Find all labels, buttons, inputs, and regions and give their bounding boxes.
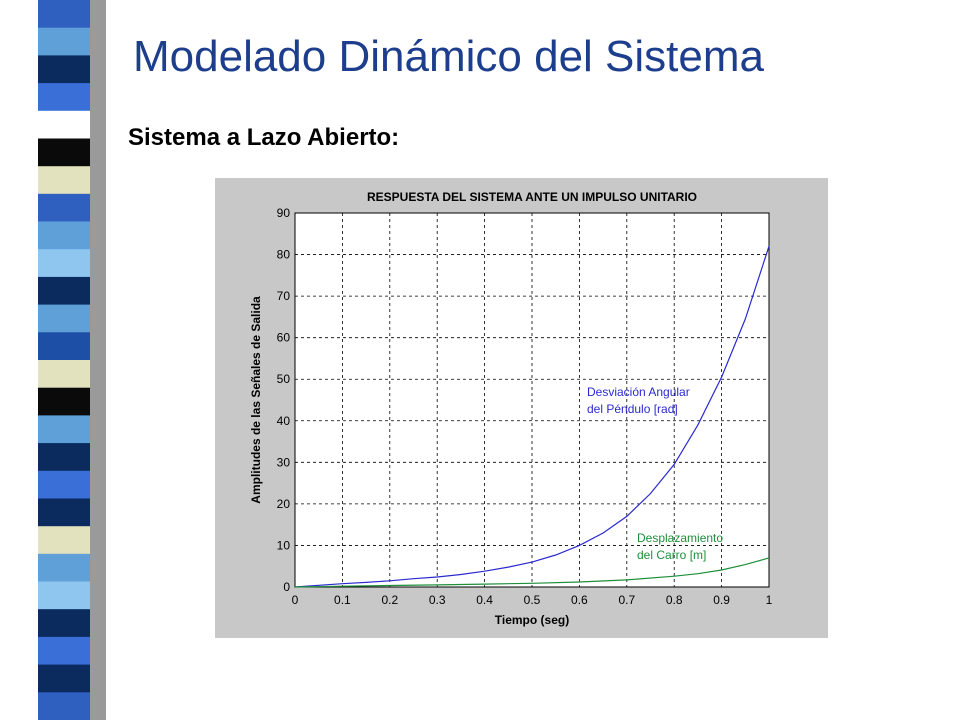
series-label-pendulum: Desviación Angular del Péndulo [rad] (587, 385, 693, 416)
x-tick-label: 0.4 (476, 593, 493, 607)
x-tick-label: 0.3 (429, 593, 446, 607)
stripe-block (38, 193, 90, 222)
slide-title: Modelado Dinámico del Sistema (133, 32, 764, 81)
tick-labels: 0 0.1 0.2 0.3 0.4 0.5 0.6 0.7 0.8 0.9 101020304050… (277, 206, 773, 607)
series-label-pendulum-line1: Desviación Angular (587, 385, 690, 399)
x-tick-label: 0.1 (334, 593, 351, 607)
stripe-block (38, 692, 90, 720)
stripe-block (38, 470, 90, 499)
series-label-pendulum-line2: del Péndulo [rad] (587, 402, 678, 416)
stripe-block (38, 664, 90, 693)
y-tick-label: 90 (277, 206, 291, 220)
series-label-cart: Desplazamiento del Carro [m] (637, 531, 726, 562)
stripe-block (38, 249, 90, 278)
y-tick-label: 50 (277, 372, 291, 386)
y-tick-label: 60 (277, 331, 291, 345)
stripe-block (38, 138, 90, 167)
series-line-pendulum (294, 246, 770, 588)
y-tick-label: 70 (277, 289, 291, 303)
series-line-cart (294, 557, 770, 588)
stripe-block (38, 553, 90, 582)
y-axis-label: Amplitudes de las Señales de Salida (249, 296, 263, 504)
grid-lines (295, 213, 769, 587)
stripe-block (38, 609, 90, 638)
stripe-block (38, 332, 90, 361)
x-tick-label: 0.7 (618, 593, 635, 607)
stripe-block (38, 498, 90, 527)
stripe-block (38, 526, 90, 555)
stripe-block (38, 636, 90, 666)
stripe-block (38, 110, 90, 139)
y-tick-label: 0 (283, 580, 290, 594)
x-tick-label: 0.8 (666, 593, 683, 607)
stripe-block (38, 360, 90, 389)
slide-subtitle: Sistema a Lazo Abierto: (128, 124, 400, 151)
x-tick-label: 0 (292, 593, 299, 607)
stripe-block (38, 304, 90, 333)
y-tick-label: 10 (277, 538, 291, 552)
stripe-block (38, 0, 90, 29)
series-label-cart-line1: Desplazamiento (637, 531, 723, 545)
x-tick-label: 0.2 (381, 593, 398, 607)
chart-figure: 0 0.1 0.2 0.3 0.4 0.5 0.6 0.7 0.8 0.9 1 0 10 20 30 40 50… (215, 178, 828, 638)
stripe-block (38, 27, 90, 56)
stripe-block (38, 581, 90, 610)
stripe-block (38, 276, 90, 306)
stripe-block (38, 387, 90, 416)
chart-title: RESPUESTA DEL SISTEMA ANTE UN IMPULSO UN… (367, 190, 697, 204)
x-axis-label: Tiempo (seg) (495, 613, 569, 627)
series-lines (294, 246, 770, 588)
x-tick-label: 0.5 (524, 593, 541, 607)
stripe-block (38, 55, 90, 84)
stripe-shadow (90, 0, 106, 720)
x-tick-label: 0.6 (571, 593, 588, 607)
decorative-stripe (38, 0, 106, 720)
x-tick-label: 1 (766, 593, 773, 607)
stripe-block (38, 221, 90, 250)
series-label-cart-line2: del Carro [m] (637, 548, 706, 562)
x-tick-label: 0.9 (713, 593, 730, 607)
stripe-block (38, 443, 90, 472)
y-tick-label: 20 (277, 497, 291, 511)
stripe-block (38, 415, 90, 444)
chart-svg: 0 0.1 0.2 0.3 0.4 0.5 0.6 0.7 0.8 0.9 101020304050… (249, 190, 773, 627)
stripe-block (38, 83, 90, 112)
y-tick-label: 40 (277, 414, 291, 428)
stripe-block (38, 166, 90, 195)
y-tick-label: 80 (277, 248, 291, 262)
y-tick-label: 30 (277, 455, 291, 469)
